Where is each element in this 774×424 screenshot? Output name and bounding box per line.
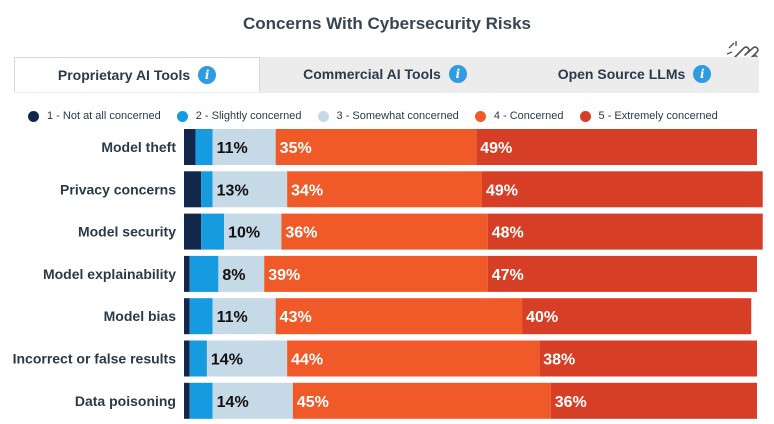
bar-segment	[522, 298, 752, 335]
legend-item: 4 - Concerned	[474, 110, 564, 122]
category-label: Privacy concerns	[60, 181, 176, 197]
category-label: Incorrect or false results	[13, 351, 177, 367]
tab-proprietary-ai-tools[interactable]: Proprietary AI Tools i	[14, 57, 260, 92]
bar-segment	[281, 213, 488, 250]
bar-segment	[184, 213, 202, 250]
bar-segment	[224, 213, 282, 250]
bar-segment	[184, 129, 196, 165]
data-label: 14%	[211, 352, 243, 369]
legend-swatch	[176, 110, 188, 122]
bar-segment	[275, 298, 523, 335]
bar-segment	[189, 255, 219, 292]
data-label: 14%	[217, 394, 249, 411]
bar-segment	[201, 171, 213, 208]
chart-legend: 1 - Not at all concerned 2 - Slightly co…	[28, 108, 734, 124]
data-label: 38%	[543, 352, 575, 369]
data-label: 34%	[291, 182, 323, 199]
bar-segment	[184, 298, 190, 335]
legend-swatch	[474, 110, 486, 122]
bar-segment	[275, 129, 477, 165]
legend-label: 2 - Slightly concerned	[195, 110, 302, 122]
bar-segment	[212, 171, 288, 208]
category-label: Model theft	[101, 139, 176, 155]
legend-swatch	[317, 110, 329, 122]
legend-item: 3 - Somewhat concerned	[317, 110, 459, 122]
legend-swatch	[28, 110, 39, 122]
bar-segment	[184, 382, 190, 419]
data-label: 35%	[280, 140, 312, 157]
data-label: 48%	[492, 225, 524, 242]
data-label: 13%	[217, 182, 249, 199]
bar-segment	[184, 171, 202, 208]
data-label: 49%	[486, 182, 518, 199]
category-label: Model bias	[104, 308, 177, 324]
bar-segment	[201, 213, 225, 250]
data-label: 11%	[217, 309, 248, 326]
bar-segment	[212, 298, 276, 335]
bar-segment	[212, 129, 276, 165]
bar-segment	[218, 255, 265, 292]
bar-segment	[487, 213, 763, 250]
chart-title: Concerns With Cybersecurity Risks	[243, 14, 531, 33]
bar-segment	[189, 382, 213, 419]
legend-label: 3 - Somewhat concerned	[336, 110, 459, 122]
bar-segment	[189, 298, 213, 335]
bar-segment	[206, 340, 288, 377]
legend-item: 5 - Extremely concerned	[579, 110, 718, 122]
info-icon[interactable]: i	[448, 65, 467, 83]
bar-segment	[287, 171, 482, 208]
legend-label: 1 - Not at all concerned	[47, 110, 161, 122]
legend-swatch	[579, 110, 591, 122]
data-label: 8%	[222, 267, 245, 284]
legend-label: 5 - Extremely concerned	[598, 110, 718, 122]
data-label: 36%	[555, 394, 587, 411]
data-label: 11%	[217, 140, 248, 157]
data-label: 44%	[291, 352, 323, 369]
bar-segment	[195, 129, 213, 165]
bar-segment	[184, 255, 190, 292]
tab-commercial-ai-tools[interactable]: Commercial AI Tools i	[260, 57, 510, 91]
data-label: 49%	[480, 140, 512, 157]
legend-label: 4 - Concerned	[493, 110, 564, 122]
tab-open-source-llms[interactable]: Open Source LLMs i	[510, 57, 759, 91]
bar-segment	[212, 382, 293, 419]
tab-label: Proprietary AI Tools	[57, 67, 191, 83]
legend-item: 2 - Slightly concerned	[176, 110, 302, 122]
bar-segment	[481, 171, 763, 208]
data-label: 10%	[228, 225, 260, 242]
legend-item: 1 - Not at all concerned	[28, 110, 161, 122]
tab-label: Commercial AI Tools	[303, 66, 441, 82]
tab-bar: Proprietary AI Tools i Commercial AI Too…	[14, 57, 759, 93]
info-icon[interactable]: i	[693, 65, 712, 83]
data-label: 40%	[526, 309, 558, 326]
bar-segment	[189, 340, 207, 377]
data-label: 36%	[285, 225, 317, 242]
bar-segment	[264, 255, 488, 292]
info-icon[interactable]: i	[198, 66, 217, 84]
data-label: 43%	[280, 309, 312, 326]
bar-segment	[292, 382, 551, 419]
tab-label: Open Source LLMs	[557, 66, 686, 82]
bar-segment	[476, 129, 757, 165]
bar-segment	[539, 340, 757, 377]
bar-segment	[287, 340, 540, 377]
category-label: Model explainability	[43, 266, 176, 282]
category-label: Data poisoning	[75, 393, 176, 409]
bar-segment	[487, 255, 757, 292]
data-label: 39%	[268, 267, 300, 284]
data-label: 47%	[492, 267, 524, 284]
category-label: Model security	[78, 224, 176, 240]
data-label: 45%	[297, 394, 329, 411]
bar-segment	[184, 340, 190, 377]
bar-segment	[550, 382, 757, 419]
